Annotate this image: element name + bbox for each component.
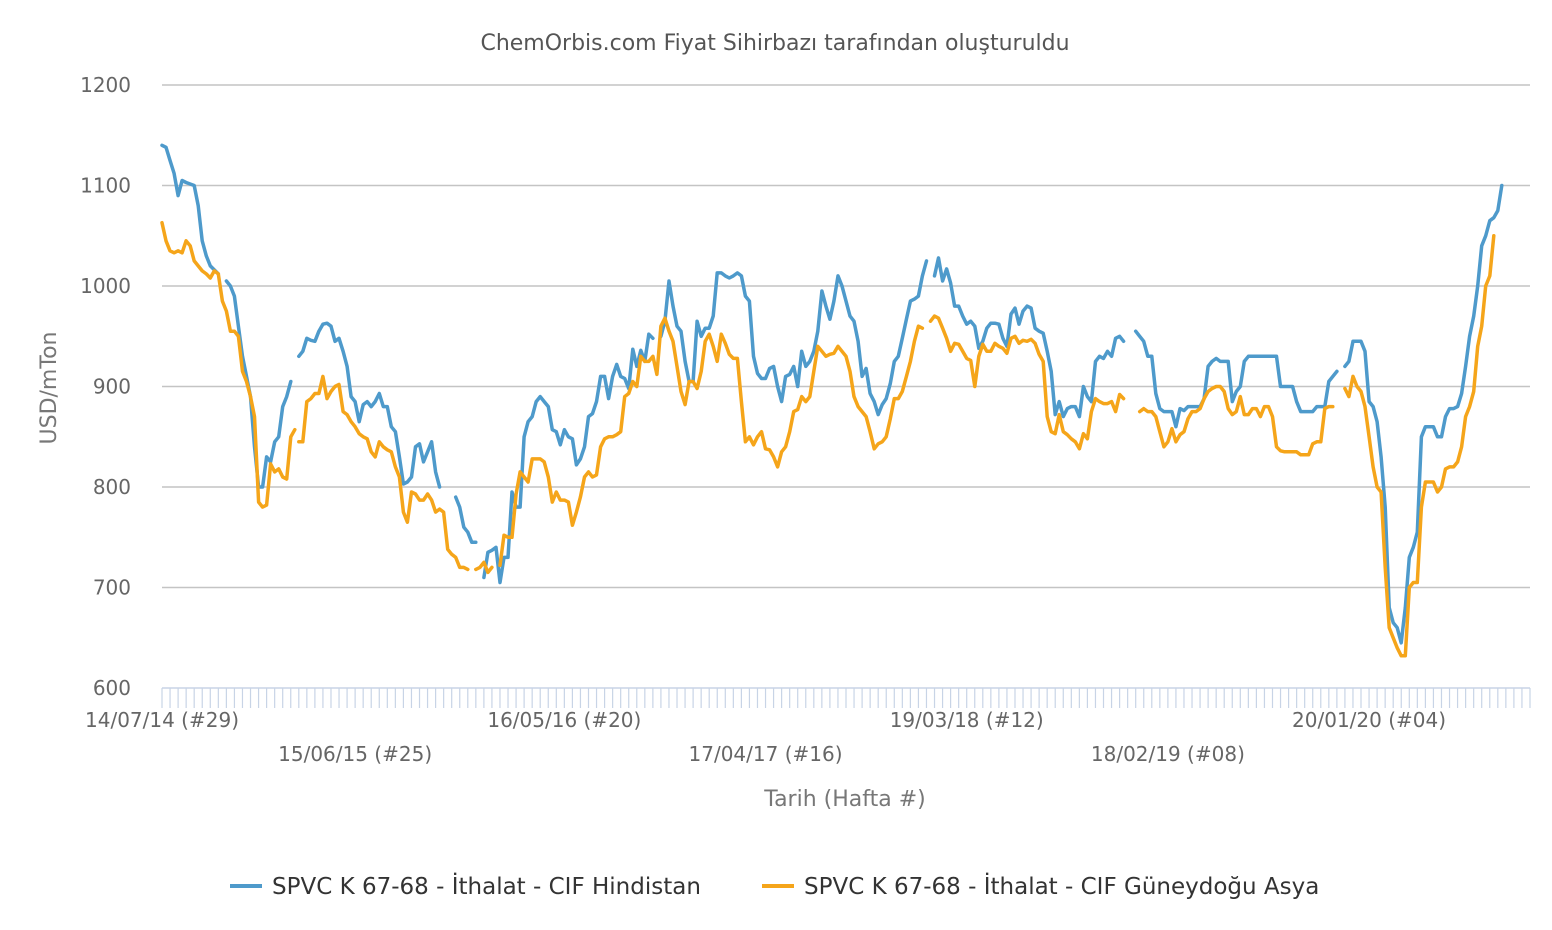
series-segment [297, 321, 442, 489]
legend: SPVC K 67-68 - İthalat - CIF Hindistan S… [230, 872, 1319, 900]
legend-label-guneydogu-asya: SPVC K 67-68 - İthalat - CIF Güneydoğu A… [804, 872, 1319, 900]
x-tick-label: 16/05/16 (#20) [487, 708, 641, 732]
legend-label-hindistan: SPVC K 67-68 - İthalat - CIF Hindistan [272, 872, 701, 900]
x-tick-label: 17/04/17 (#16) [689, 742, 843, 766]
y-tick-label-1100: 1100 [80, 174, 131, 198]
series [160, 143, 1504, 658]
chart-title: ChemOrbis.com Fiyat Sihirbazı tarafından… [480, 31, 1069, 56]
y-tick-label-1000: 1000 [80, 274, 131, 298]
series-segment [1137, 384, 1335, 457]
series-line-1 [160, 220, 1496, 658]
x-axis-label: Tarih (Hafta #) [763, 787, 925, 812]
series-segment [932, 256, 1126, 419]
x-tick-label: 15/06/15 (#25) [278, 742, 432, 766]
y-tick-label-600: 600 [93, 676, 131, 700]
series-segment [482, 332, 655, 585]
x-axis: 14/07/14 (#29) 15/06/15 (#25) 16/05/16 (#2… [85, 687, 1531, 766]
x-tick-label: 19/03/18 (#12) [890, 708, 1044, 732]
x-tick-label: 18/02/19 (#08) [1091, 742, 1245, 766]
y-tick-label-900: 900 [93, 375, 131, 399]
series-segment [659, 259, 929, 417]
y-axis-label: USD/mTon [37, 332, 62, 445]
series-segment [160, 220, 297, 509]
series-segment [928, 314, 1126, 451]
y-tick-label-1200: 1200 [80, 73, 131, 97]
y-axis-ticks: 600 700 800 900 1000 1100 1200 [80, 73, 131, 700]
series-segment [1343, 183, 1504, 645]
series-segment [474, 560, 494, 575]
series-segment [453, 495, 478, 545]
series-segment [1343, 234, 1496, 658]
y-tick-label-700: 700 [93, 576, 131, 600]
series-segment [224, 279, 293, 489]
series-segment [1133, 329, 1339, 429]
series-segment [297, 374, 470, 572]
series-segment [160, 143, 221, 276]
x-tick-label: 20/01/20 (#04) [1292, 708, 1446, 732]
legend-item-guneydogu-asya[interactable]: SPVC K 67-68 - İthalat - CIF Güneydoğu A… [762, 872, 1319, 900]
legend-item-hindistan[interactable]: SPVC K 67-68 - İthalat - CIF Hindistan [230, 872, 701, 900]
series-segment [498, 316, 925, 568]
x-tick-label: 14/07/14 (#29) [85, 708, 239, 732]
grid [162, 84, 1530, 589]
series-line-0 [160, 143, 1504, 645]
y-tick-label-800: 800 [93, 475, 131, 499]
